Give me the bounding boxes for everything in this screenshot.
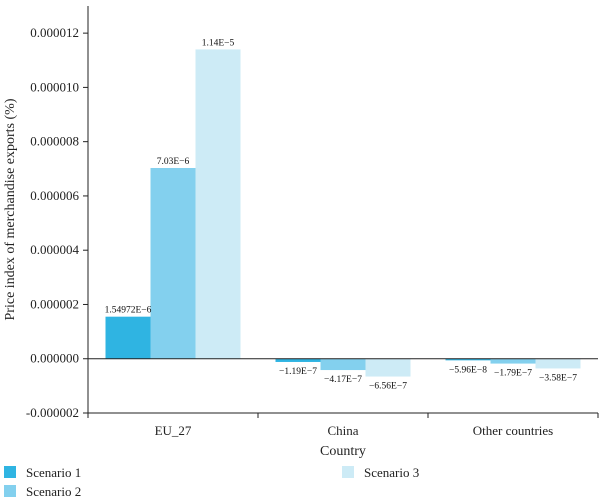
bar-2-1 xyxy=(150,167,196,359)
y-axis-title: Price index of merchandise exports (%) xyxy=(3,98,18,320)
data-label-3-2: −6.56E−7 xyxy=(369,382,407,392)
legend: Scenario 1 Scenario 2 Scenario 3 xyxy=(4,465,419,497)
bar-3-1 xyxy=(195,49,241,359)
legend-swatch-1 xyxy=(4,466,16,478)
axes-group: -0.000002 0.000000 0.000002 0.000004 0.00000… xyxy=(26,6,599,438)
bar-1-1 xyxy=(105,316,151,359)
x-tick-label-2: China xyxy=(327,423,358,438)
y-tick-label-7: 0.000010 xyxy=(30,79,79,94)
y-tick-label-1: -0.000002 xyxy=(26,405,79,420)
y-tick-label-8: 0.000012 xyxy=(30,25,79,40)
data-label-2-3: −1.79E−7 xyxy=(494,369,532,379)
x-axis-title: Country xyxy=(320,444,366,459)
data-label-2-2: −4.17E−7 xyxy=(324,375,362,385)
data-labels-group: 1.54972E−6 −1.19E−7 −5.96E−8 7.03E−6 −4.17E−… xyxy=(105,38,578,391)
bar-1-3 xyxy=(445,358,491,361)
y-tick-label-6: 0.000008 xyxy=(30,134,79,149)
data-label-1-3: −5.96E−8 xyxy=(449,365,487,375)
bars-group xyxy=(105,49,581,377)
data-label-2-1: 7.03E−6 xyxy=(157,157,190,167)
legend-label-1: Scenario 1 xyxy=(26,465,81,480)
legend-swatch-3 xyxy=(342,466,354,478)
data-label-1-1: 1.54972E−6 xyxy=(105,306,152,316)
data-label-3-1: 1.14E−5 xyxy=(202,38,235,48)
bar-3-3 xyxy=(535,358,581,369)
data-label-1-2: −1.19E−7 xyxy=(279,367,317,377)
legend-label-3: Scenario 3 xyxy=(364,465,419,480)
y-tick-label-3: 0.000002 xyxy=(30,296,79,311)
bar-3-2 xyxy=(365,358,411,377)
y-tick-label-4: 0.000004 xyxy=(30,242,79,257)
y-tick-label-2: 0.000000 xyxy=(30,351,79,366)
x-tick-label-3: Other countries xyxy=(473,423,554,438)
data-label-3-3: −3.58E−7 xyxy=(539,373,577,383)
bar-1-2 xyxy=(275,358,321,362)
legend-label-2: Scenario 2 xyxy=(26,484,81,497)
x-tick-label-1: EU_27 xyxy=(155,423,192,438)
legend-swatch-2 xyxy=(4,485,16,497)
bar-2-2 xyxy=(320,358,366,371)
bar-2-3 xyxy=(490,358,536,364)
y-tick-label-5: 0.000006 xyxy=(30,188,79,203)
